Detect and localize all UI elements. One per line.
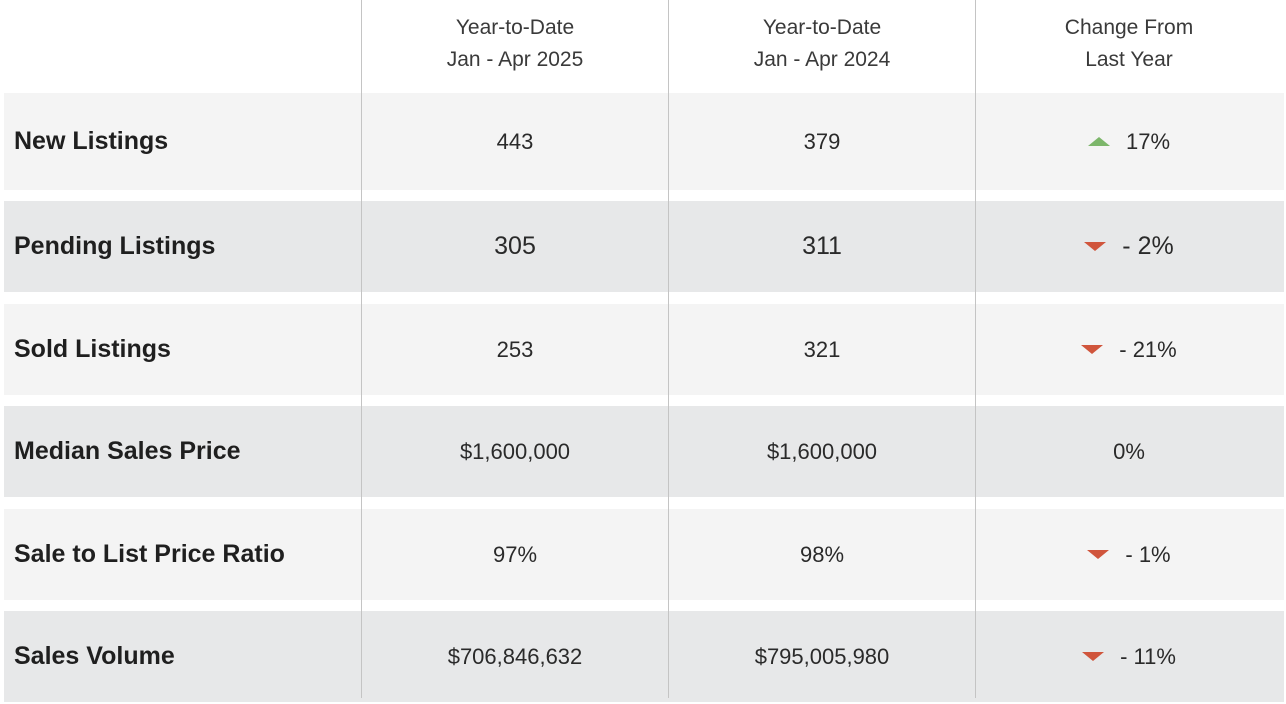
value-ytd-2025: 305	[494, 232, 536, 260]
table-row-median-sales-price: Median Sales Price $1,600,000 $1,600,000…	[4, 406, 1284, 497]
value-ytd-2025: 253	[496, 336, 534, 362]
change-cell: - 11%	[976, 611, 1282, 702]
row-label: New Listings	[14, 127, 169, 155]
value-ytd-2024: 321	[803, 336, 841, 362]
change-value: - 1%	[1125, 541, 1171, 567]
arrow-down-icon	[1081, 345, 1104, 354]
change-value: - 11%	[1120, 643, 1176, 669]
row-label: Sales Volume	[14, 642, 175, 670]
column-header-ytd-2024-line1: Year-to-Date	[762, 16, 882, 39]
arrow-up-icon	[1087, 137, 1110, 146]
value-ytd-2024: 379	[803, 128, 841, 154]
value-ytd-2025: $706,846,632	[447, 643, 583, 669]
column-header-ytd-2025-line2: Jan - Apr 2025	[446, 48, 584, 71]
value-ytd-2024: 98%	[799, 541, 845, 567]
table-row-sales-volume: Sales Volume $706,846,632 $795,005,980 -…	[4, 611, 1284, 702]
value-ytd-2025: 97%	[492, 541, 538, 567]
value-ytd-2024: $795,005,980	[754, 643, 890, 669]
column-divider	[668, 0, 669, 698]
column-header-change: Change From Last Year	[976, 12, 1282, 76]
value-ytd-2024: 311	[802, 232, 842, 260]
column-header-ytd-2024: Year-to-Date Jan - Apr 2024	[669, 12, 975, 76]
column-divider	[361, 0, 362, 698]
row-label: Sold Listings	[14, 335, 171, 363]
column-divider	[975, 0, 976, 698]
change-value: - 2%	[1122, 232, 1174, 260]
table-row-sale-to-list-price-ratio: Sale to List Price Ratio 97% 98% - 1%	[4, 509, 1284, 600]
change-value: 17%	[1125, 128, 1171, 154]
change-cell: - 1%	[976, 509, 1282, 600]
row-label: Median Sales Price	[14, 437, 241, 465]
column-header-ytd-2024-line2: Jan - Apr 2024	[753, 48, 891, 71]
table-row-sold-listings: Sold Listings 253 321 - 21%	[4, 304, 1284, 395]
change-cell: 17%	[976, 93, 1282, 190]
row-label: Sale to List Price Ratio	[14, 540, 285, 568]
value-ytd-2025: $1,600,000	[459, 438, 571, 464]
change-cell: - 21%	[976, 304, 1282, 395]
column-header-change-line1: Change From	[1064, 16, 1194, 39]
table-row-pending-listings: Pending Listings 305 311 - 2%	[4, 201, 1284, 292]
column-header-change-line2: Last Year	[1085, 48, 1173, 71]
change-cell: - 2%	[976, 201, 1282, 292]
change-cell: 0%	[976, 406, 1282, 497]
arrow-down-icon	[1087, 550, 1110, 559]
value-ytd-2024: $1,600,000	[766, 438, 878, 464]
arrow-down-icon	[1082, 652, 1105, 661]
value-ytd-2025: 443	[496, 128, 534, 154]
arrow-down-icon	[1084, 242, 1107, 251]
column-header-ytd-2025: Year-to-Date Jan - Apr 2025	[362, 12, 668, 76]
change-value: 0%	[1113, 438, 1145, 464]
table-row-new-listings: New Listings 443 379 17%	[4, 93, 1284, 190]
table-header: Year-to-Date Jan - Apr 2025 Year-to-Date…	[0, 0, 1286, 93]
column-header-ytd-2025-line1: Year-to-Date	[455, 16, 575, 39]
row-label: Pending Listings	[14, 232, 216, 260]
change-value: - 21%	[1119, 336, 1177, 362]
